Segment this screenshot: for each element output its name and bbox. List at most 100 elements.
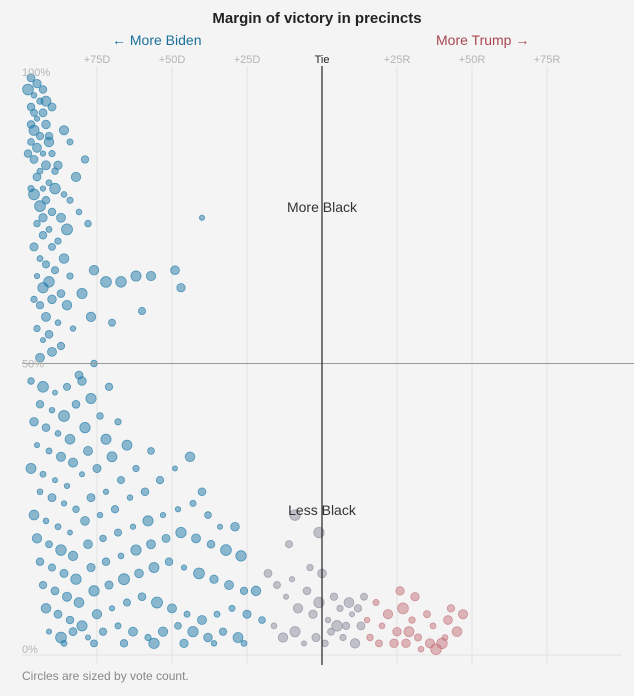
data-point (167, 603, 177, 614)
data-point (29, 155, 39, 164)
data-point (70, 171, 82, 183)
data-point (25, 463, 37, 474)
data-point (27, 185, 35, 193)
data-point (38, 85, 48, 94)
data-point (47, 294, 57, 305)
data-point (45, 447, 53, 455)
data-point (349, 638, 361, 649)
data-point (51, 266, 60, 275)
data-point (39, 185, 47, 192)
data-point (410, 592, 420, 602)
data-point (23, 149, 33, 158)
data-point (56, 212, 66, 223)
data-point (100, 433, 112, 445)
data-point (59, 568, 69, 578)
data-point (189, 499, 197, 507)
data-point (288, 576, 296, 583)
x-tick-label: +50R (459, 54, 486, 66)
data-point (324, 616, 332, 624)
data-point (33, 272, 41, 280)
x-tick-label: Tie (315, 54, 330, 66)
data-point (235, 550, 247, 562)
data-point (108, 605, 116, 612)
data-point (306, 563, 314, 572)
x-tick-label: +50D (159, 54, 186, 66)
data-point (26, 120, 36, 129)
data-point (41, 119, 51, 130)
data-point (372, 599, 380, 607)
data-point (84, 219, 92, 228)
data-point (45, 540, 53, 549)
data-point (64, 433, 76, 445)
data-point (197, 615, 207, 625)
data-point (32, 172, 42, 182)
data-point (35, 301, 45, 310)
x-tick-label: +25R (384, 54, 411, 66)
data-point (47, 102, 57, 112)
data-point (37, 282, 49, 294)
data-point (44, 131, 54, 141)
data-point (118, 573, 130, 586)
data-point (31, 533, 43, 544)
data-point (258, 616, 266, 624)
data-point (79, 422, 91, 434)
data-point (180, 564, 188, 571)
data-point (60, 639, 68, 647)
data-point (308, 609, 318, 619)
data-point (51, 167, 59, 175)
data-point (59, 125, 70, 136)
annotation-label: More Black (287, 199, 358, 215)
data-point (206, 539, 216, 549)
data-point (52, 477, 59, 484)
data-point (220, 544, 232, 556)
data-point (46, 628, 53, 635)
data-point (34, 442, 41, 449)
data-point (39, 470, 47, 478)
data-point (79, 471, 86, 478)
data-point (292, 603, 304, 614)
data-point (85, 634, 92, 641)
data-point (100, 276, 112, 288)
data-point (83, 539, 93, 550)
data-point (47, 493, 57, 502)
data-point (44, 330, 54, 339)
data-point (203, 632, 213, 643)
data-point (106, 451, 118, 463)
data-point (176, 283, 186, 293)
annotation-label: Less Black (288, 502, 357, 518)
data-point (86, 563, 96, 573)
data-point (187, 626, 199, 638)
data-point (270, 622, 278, 630)
data-point (75, 208, 83, 216)
data-point (39, 150, 47, 157)
data-point (30, 108, 38, 117)
data-point (228, 604, 236, 612)
data-point (33, 324, 41, 333)
data-point (331, 620, 343, 632)
data-point (88, 585, 100, 597)
data-point (413, 633, 422, 642)
data-point (375, 639, 383, 648)
data-point (117, 476, 126, 485)
data-point (130, 544, 142, 556)
data-point (48, 563, 57, 572)
data-point (114, 418, 122, 426)
data-point (430, 643, 442, 655)
data-point (29, 242, 39, 252)
data-point (32, 79, 42, 89)
data-point (58, 410, 70, 422)
data-point (157, 626, 169, 637)
data-point (289, 509, 301, 521)
data-point (216, 523, 223, 530)
data-point (140, 487, 150, 497)
data-point (66, 138, 74, 146)
data-point (134, 568, 144, 579)
data-point (114, 622, 122, 630)
x-tick-label: +75R (534, 54, 561, 66)
footnote: Circles are sized by vote count. (22, 669, 189, 683)
data-point (42, 517, 50, 525)
data-point (114, 528, 123, 537)
data-point (132, 464, 140, 473)
data-point (85, 311, 97, 322)
data-point (446, 604, 456, 613)
